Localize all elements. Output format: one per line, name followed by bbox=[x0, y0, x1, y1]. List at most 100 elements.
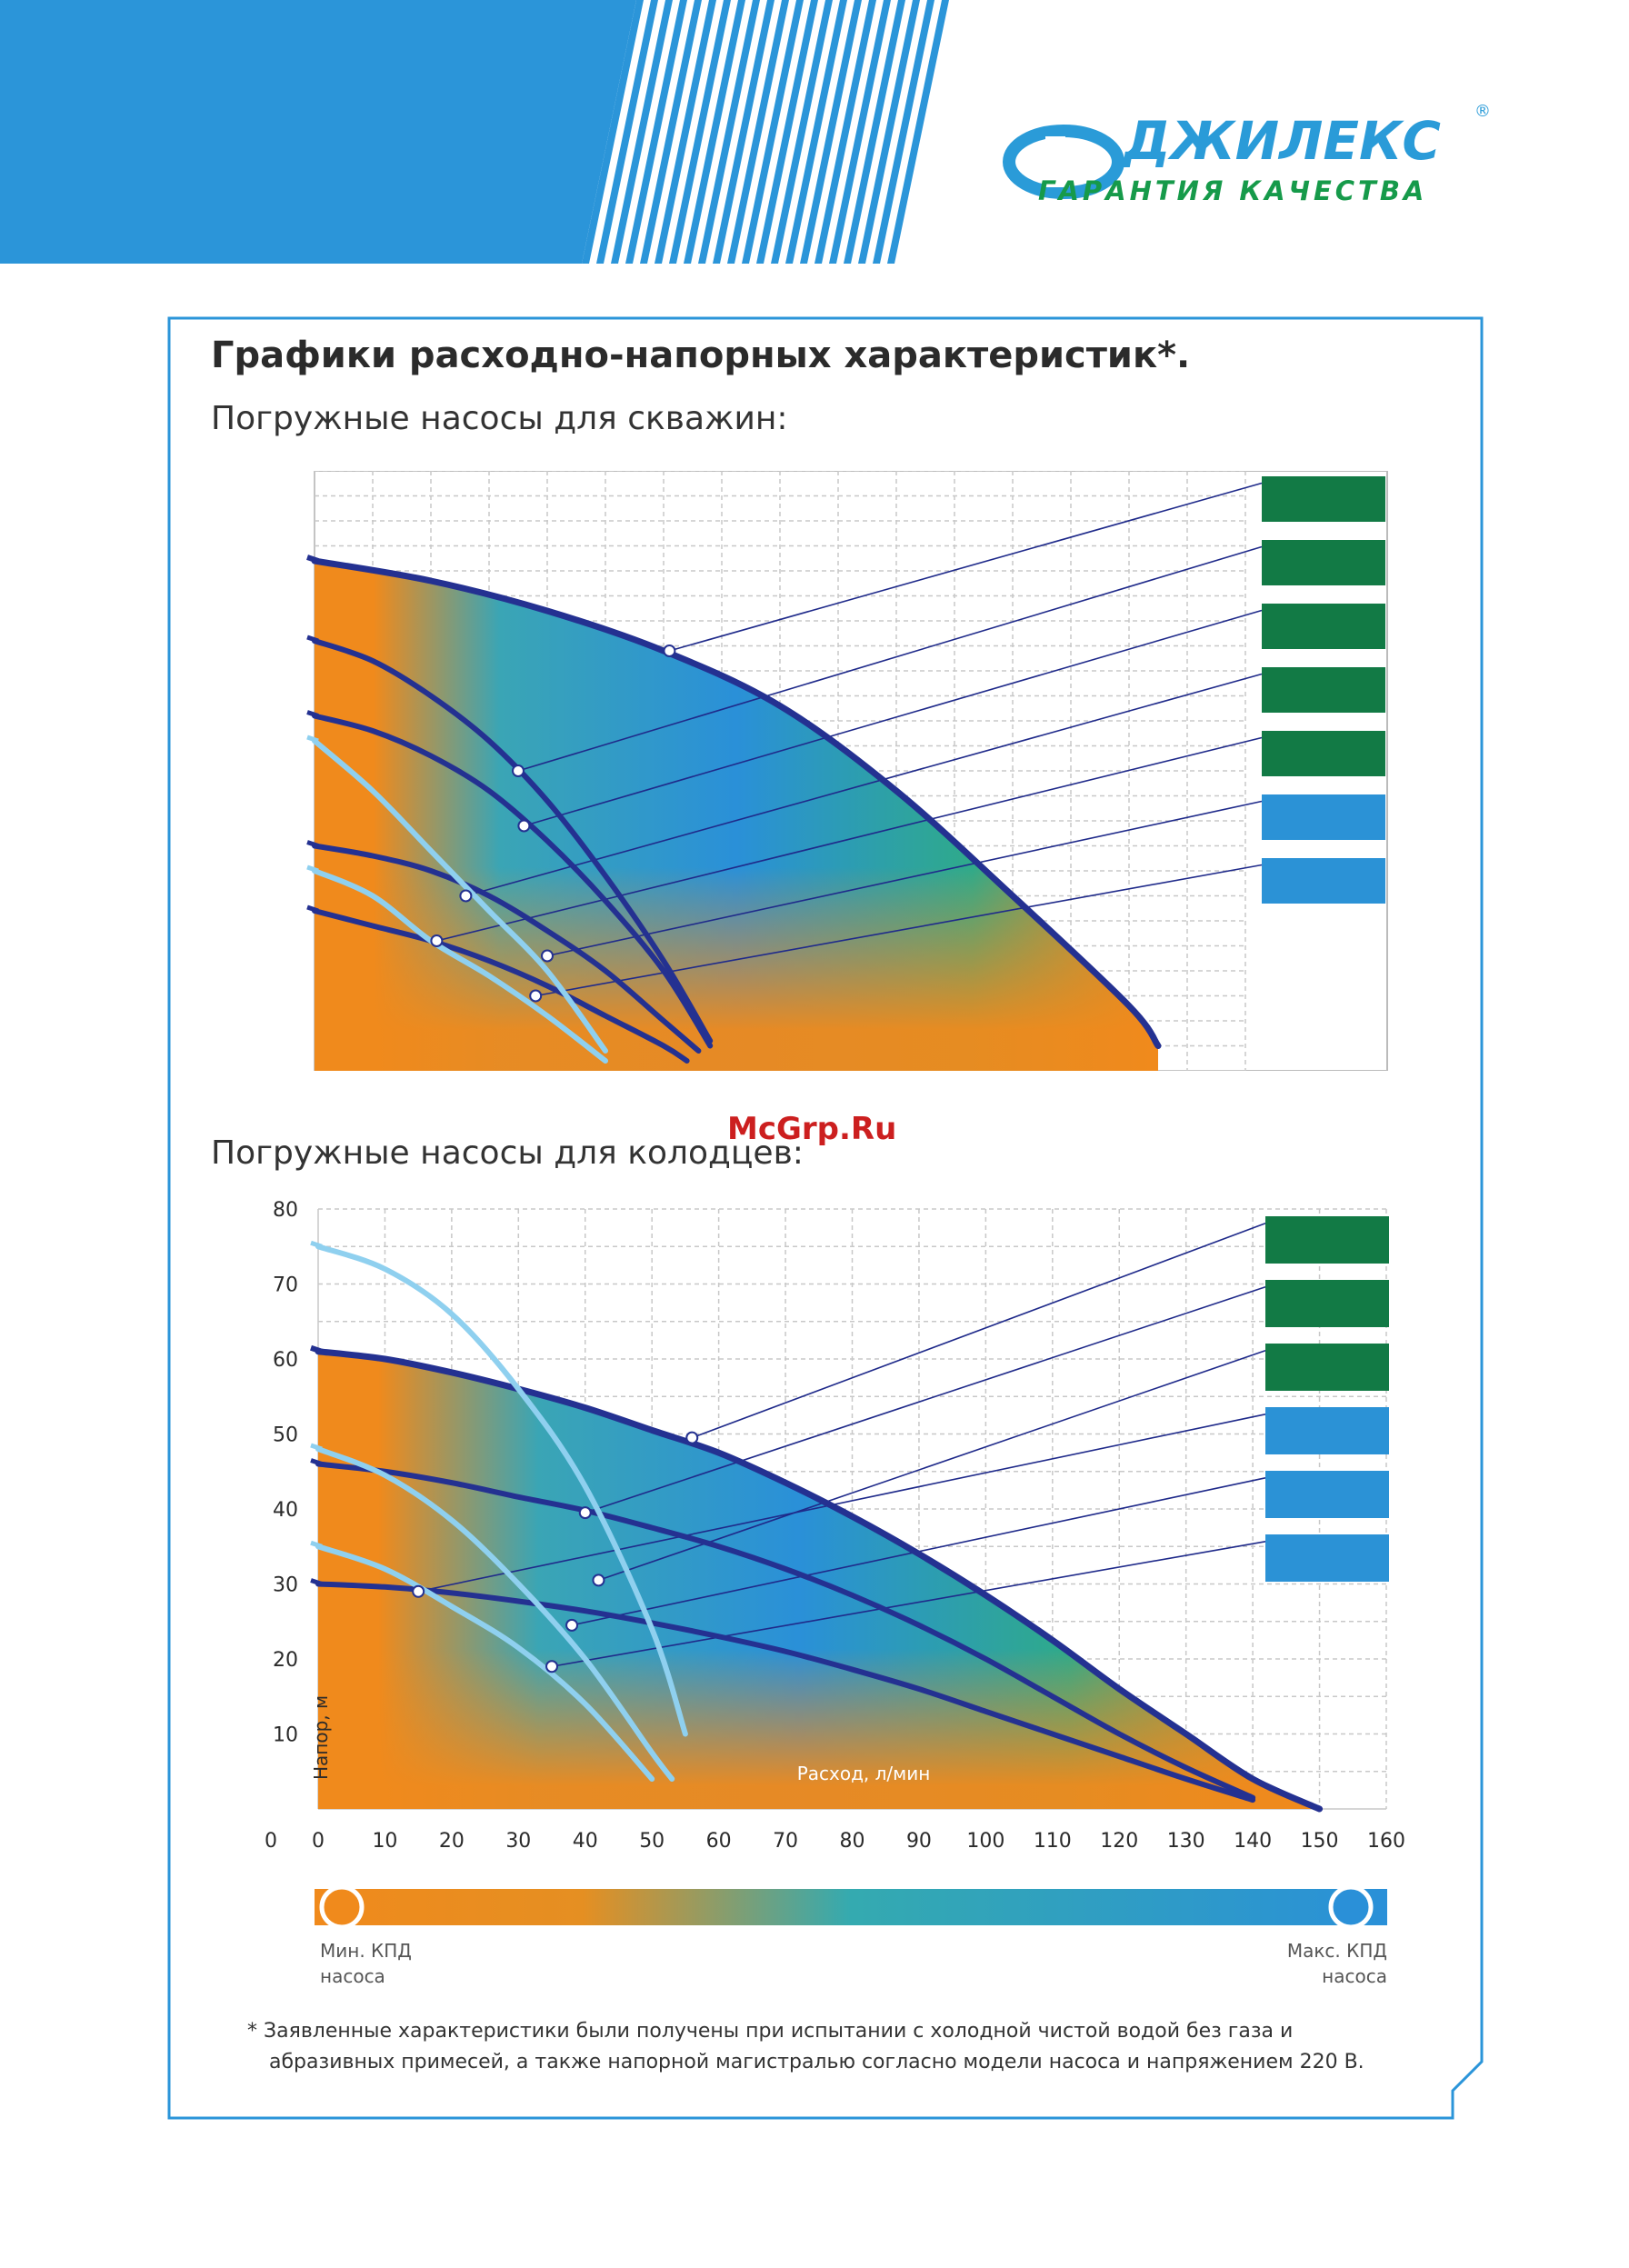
x-tick-label: 40 bbox=[573, 1830, 598, 1853]
brand-name: ДЖИЛЕКС bbox=[1122, 110, 1441, 172]
chart2-series bbox=[310, 1240, 1324, 1813]
brand-logo: ДЖИЛЕКС ® ГАРАНТИЯ КАЧЕСТВА bbox=[1003, 102, 1491, 206]
max-efficiency-label: Макс. КПД bbox=[1286, 1940, 1387, 1962]
footnote-line-2: абразивных примесей, а также напорной ма… bbox=[269, 2051, 1364, 2073]
series-extension bbox=[310, 1344, 323, 1354]
series-line bbox=[312, 908, 690, 1064]
logo-ring-icon bbox=[1003, 125, 1124, 199]
y-tick-label: 10 bbox=[273, 1724, 298, 1747]
chart2-xlabel: Расход, л/мин bbox=[797, 1763, 931, 1784]
series-extension bbox=[306, 904, 319, 914]
series-extension bbox=[306, 710, 319, 718]
series-extension bbox=[310, 1578, 323, 1586]
max-efficiency-sub: насоса bbox=[1322, 1965, 1387, 1987]
series-extension bbox=[310, 1540, 323, 1549]
data-point bbox=[430, 934, 444, 947]
header-stripe bbox=[829, 0, 891, 264]
y-tick-label: 80 bbox=[273, 1199, 298, 1222]
legend-swatch bbox=[1262, 540, 1385, 585]
series-line bbox=[315, 1348, 1324, 1813]
series-line-light bbox=[312, 738, 608, 1054]
header-stripe bbox=[713, 0, 775, 264]
data-point bbox=[685, 1431, 699, 1444]
series-extension bbox=[306, 734, 319, 744]
chart2-ylabel: Напор, м bbox=[310, 1695, 332, 1780]
data-point bbox=[545, 1660, 559, 1674]
data-point bbox=[512, 764, 525, 777]
data-point bbox=[541, 949, 554, 963]
chart1-points bbox=[430, 644, 676, 1003]
chart1-title: Погружные насосы для скважин: bbox=[211, 400, 788, 437]
header-stripe bbox=[669, 0, 731, 264]
y-tick-label: 40 bbox=[273, 1499, 298, 1522]
header-stripes bbox=[582, 0, 949, 264]
origin-label: 0 bbox=[265, 1830, 277, 1853]
chart2-axes: 0 10 20 30 40 50 60 70 80 90 100 110 120 130 140 150 160… bbox=[265, 1199, 1405, 1853]
y-tick-label: 30 bbox=[273, 1574, 298, 1597]
page-header: ДЖИЛЕКС ® ГАРАНТИЯ КАЧЕСТВА bbox=[0, 0, 1491, 264]
series-line-light bbox=[315, 1446, 675, 1782]
legend-swatch bbox=[1265, 1280, 1389, 1327]
header-stripe bbox=[625, 0, 687, 264]
legend-swatch bbox=[1265, 1216, 1389, 1264]
chart-borehole-pumps bbox=[306, 471, 1388, 1071]
x-tick-label: 110 bbox=[1034, 1830, 1072, 1853]
data-point bbox=[459, 889, 473, 903]
x-tick-label: 90 bbox=[906, 1830, 932, 1853]
series-extension bbox=[306, 634, 319, 644]
leader-line bbox=[669, 482, 1263, 652]
watermark-text: McGrp.Ru bbox=[727, 1111, 897, 1147]
series-extension bbox=[310, 1443, 323, 1452]
series-extension bbox=[310, 1240, 323, 1249]
leader-line bbox=[546, 800, 1263, 957]
brand-tagline: ГАРАНТИЯ КАЧЕСТВА bbox=[1038, 175, 1427, 206]
y-tick-label: 60 bbox=[273, 1349, 298, 1372]
chart-well-pumps: 0 10 20 30 40 50 60 70 80 90 100 110 120 130 140 150 160… bbox=[265, 1199, 1405, 1853]
series-line bbox=[315, 1461, 1256, 1801]
series-extension bbox=[306, 555, 319, 564]
x-tick-label: 130 bbox=[1167, 1830, 1205, 1853]
header-stripe bbox=[742, 0, 804, 264]
header-stripe bbox=[771, 0, 833, 264]
legend-swatch bbox=[1262, 604, 1385, 649]
leader-line bbox=[417, 1414, 1266, 1593]
legend-swatch bbox=[1265, 1344, 1389, 1391]
header-stripe bbox=[655, 0, 716, 264]
data-point bbox=[517, 819, 531, 833]
chart1-legend bbox=[1262, 476, 1385, 904]
brand-registered: ® bbox=[1474, 102, 1491, 121]
x-tick-label: 100 bbox=[966, 1830, 1004, 1853]
leader-line bbox=[535, 864, 1263, 997]
series-line-light bbox=[315, 1244, 688, 1737]
leader-line bbox=[436, 736, 1263, 942]
page-title: Графики расходно-напорных характеристик*… bbox=[211, 335, 1191, 376]
header-stripe bbox=[698, 0, 760, 264]
data-point bbox=[529, 989, 543, 1003]
chart2-points bbox=[412, 1431, 699, 1674]
header-stripe bbox=[756, 0, 818, 264]
series-line-light bbox=[315, 1544, 655, 1782]
series-extension bbox=[306, 864, 319, 874]
leader-line bbox=[551, 1541, 1266, 1668]
x-tick-label: 80 bbox=[840, 1830, 865, 1853]
footnote-line-1: * Заявленные характеристики были получен… bbox=[247, 2020, 1294, 2043]
legend-swatch bbox=[1262, 858, 1385, 904]
x-tick-label: 0 bbox=[312, 1830, 325, 1853]
data-point bbox=[592, 1574, 605, 1587]
chart2-title: Погружные насосы для колодцев: bbox=[211, 1134, 804, 1172]
min-efficiency-label: Мин. КПД bbox=[320, 1940, 412, 1962]
leader-line bbox=[465, 673, 1263, 897]
header-stripe bbox=[727, 0, 789, 264]
header-stripe bbox=[814, 0, 876, 264]
data-point bbox=[663, 644, 676, 657]
y-tick-label: 50 bbox=[273, 1424, 298, 1447]
x-tick-label: 30 bbox=[505, 1830, 531, 1853]
efficiency-legend-bar bbox=[315, 1884, 1387, 1930]
y-tick-label: 20 bbox=[273, 1649, 298, 1672]
legend-swatch bbox=[1262, 476, 1385, 522]
series-line-light bbox=[312, 868, 608, 1064]
leader-line bbox=[517, 545, 1263, 772]
logo-notch bbox=[1045, 136, 1065, 187]
min-efficiency-marker-icon bbox=[319, 1884, 365, 1930]
x-tick-label: 20 bbox=[439, 1830, 465, 1853]
